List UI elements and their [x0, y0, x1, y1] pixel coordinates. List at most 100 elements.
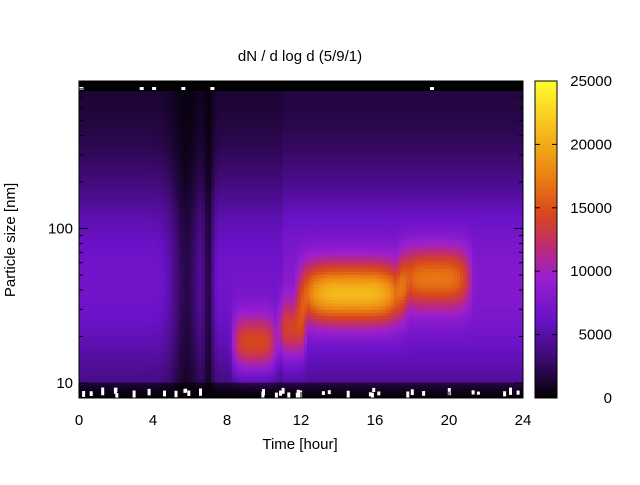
heatmap-cell	[100, 122, 104, 126]
heatmap-cell	[127, 252, 131, 256]
heatmap-cell	[220, 246, 224, 250]
heatmap-cell	[100, 319, 104, 323]
heatmap-cell	[178, 103, 182, 107]
heatmap-cell	[169, 144, 173, 148]
heatmap-cell	[139, 325, 143, 329]
heatmap-cell	[175, 106, 179, 110]
heatmap-cell	[127, 278, 131, 282]
heatmap-cell	[124, 300, 128, 304]
heatmap-cell	[214, 135, 218, 139]
heatmap-cell	[115, 230, 119, 234]
heatmap-cell	[166, 160, 170, 164]
heatmap-cell	[130, 110, 134, 114]
heatmap-cell	[151, 198, 155, 202]
heatmap-cell	[226, 284, 230, 288]
heatmap-cell	[193, 189, 197, 193]
heatmap-cell	[196, 338, 200, 342]
heatmap-cell	[133, 195, 137, 199]
heatmap-cell	[100, 246, 104, 250]
heatmap-cell	[106, 360, 110, 364]
heatmap-cell	[136, 236, 140, 240]
heatmap-cell	[226, 208, 230, 212]
heatmap-cell	[172, 341, 176, 345]
heatmap-cell	[97, 186, 101, 190]
heatmap-cell	[100, 81, 104, 85]
heatmap-cell	[208, 198, 212, 202]
heatmap-cell	[82, 262, 86, 266]
heatmap-cell	[166, 94, 170, 98]
heatmap-cell	[226, 354, 230, 358]
heatmap-cell	[136, 350, 140, 354]
heatmap-cell	[142, 119, 146, 123]
heatmap-cell	[187, 138, 191, 142]
heatmap-cell	[157, 369, 161, 373]
heatmap-cell	[172, 173, 176, 177]
heatmap-cell	[82, 246, 86, 250]
heatmap-cell	[127, 309, 131, 313]
heatmap-cell	[190, 350, 194, 354]
heatmap-cell	[109, 224, 113, 228]
heatmap-cell	[151, 154, 155, 158]
heatmap-cell	[217, 81, 221, 85]
heatmap-cell	[127, 129, 131, 133]
heatmap-cell	[202, 106, 206, 110]
heatmap-cell	[172, 208, 176, 212]
heatmap-cell	[103, 293, 107, 297]
heatmap-cell	[199, 138, 203, 142]
heatmap-cell	[193, 97, 197, 101]
heatmap-cell	[103, 173, 107, 177]
heatmap-cell	[118, 103, 122, 107]
heatmap-cell	[205, 157, 209, 161]
heatmap-cell	[175, 217, 179, 221]
heatmap-cell	[205, 363, 209, 367]
heatmap-cell	[148, 205, 152, 209]
heatmap-cell	[97, 103, 101, 107]
heatmap-cell	[112, 312, 116, 316]
heatmap-cell	[163, 129, 167, 133]
heatmap-cell	[97, 170, 101, 174]
heatmap-cell	[169, 369, 173, 373]
heatmap-cell	[142, 163, 146, 167]
heatmap-cell	[112, 268, 116, 272]
heatmap-cell	[163, 319, 167, 323]
heatmap-cell	[118, 293, 122, 297]
heatmap-cell	[199, 293, 203, 297]
heatmap-cell	[79, 373, 83, 377]
heatmap-cell	[211, 129, 215, 133]
heatmap-cell	[91, 325, 95, 329]
heatmap-cell	[106, 278, 110, 282]
heatmap-cell	[214, 240, 218, 244]
heatmap-cell	[118, 154, 122, 158]
heatmap-cell	[121, 265, 125, 269]
heatmap-cell	[157, 243, 161, 247]
heatmap-cell	[148, 224, 152, 228]
heatmap-cell	[184, 81, 188, 85]
heatmap-cell	[148, 354, 152, 358]
heatmap-cell	[214, 373, 218, 377]
heatmap-cell	[100, 347, 104, 351]
heatmap-cell	[178, 217, 182, 221]
heatmap-cell	[136, 227, 140, 231]
heatmap-cell	[82, 281, 86, 285]
heatmap-cell	[115, 328, 119, 332]
heatmap-cell	[160, 366, 164, 370]
heatmap-cell	[187, 157, 191, 161]
heatmap-cell	[187, 173, 191, 177]
heatmap-cell	[157, 224, 161, 228]
heatmap-cell	[85, 97, 89, 101]
heatmap-cell	[79, 350, 83, 354]
heatmap-cell	[133, 350, 137, 354]
heatmap-cell	[136, 135, 140, 139]
heatmap-cell	[211, 227, 215, 231]
heatmap-cell	[163, 331, 167, 335]
heatmap-cell	[217, 198, 221, 202]
heatmap-cell	[103, 338, 107, 342]
heatmap-cell	[196, 84, 200, 88]
heatmap-cell	[214, 278, 218, 282]
heatmap-cell	[202, 293, 206, 297]
heatmap-cell	[100, 373, 104, 377]
heatmap-cell	[211, 186, 215, 190]
heatmap-cell	[226, 265, 230, 269]
heatmap-cell	[205, 106, 209, 110]
